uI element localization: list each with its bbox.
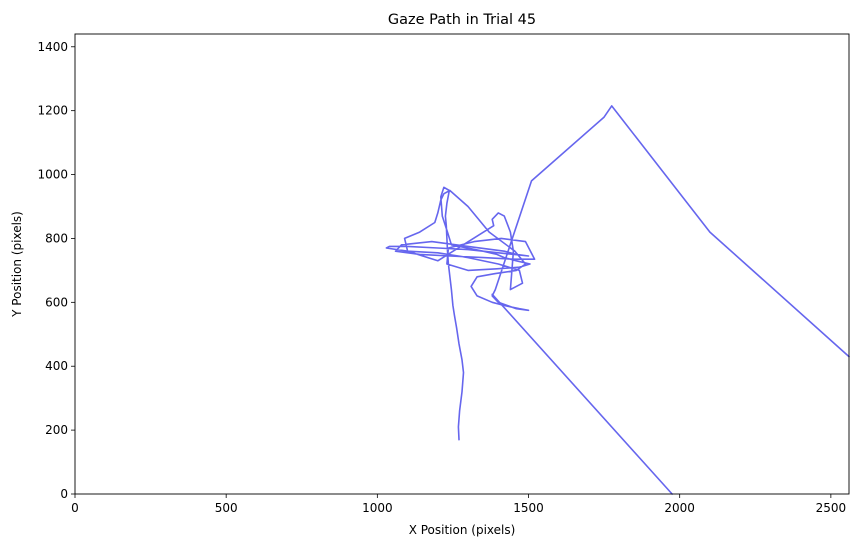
x-tick-label: 1000 xyxy=(362,501,393,515)
x-axis: 0 500 1000 1500 2000 2500 xyxy=(71,494,846,515)
y-tick-label: 600 xyxy=(45,295,68,309)
y-tick-label: 1000 xyxy=(37,168,68,182)
y-tick-label: 1400 xyxy=(37,40,68,54)
x-axis-title: X Position (pixels) xyxy=(409,523,516,537)
y-tick-label: 0 xyxy=(60,487,68,501)
chart-title: Gaze Path in Trial 45 xyxy=(388,12,536,28)
y-tick-label: 400 xyxy=(45,359,68,373)
x-tick-label: 2000 xyxy=(664,501,695,515)
series-layer xyxy=(385,105,850,495)
plot-area xyxy=(74,33,850,495)
y-tick-label: 800 xyxy=(45,231,68,245)
plot-background xyxy=(75,34,849,494)
y-tick-label: 1200 xyxy=(37,104,68,118)
x-tick-label: 1500 xyxy=(513,501,544,515)
x-tick-label: 500 xyxy=(215,501,238,515)
x-tick-label: 2500 xyxy=(816,501,847,515)
plot-frame xyxy=(74,33,850,495)
y-tick-label: 200 xyxy=(45,423,68,437)
x-tick-label: 0 xyxy=(71,501,79,515)
y-axis-title: Y Position (pixels) xyxy=(10,211,24,318)
gaze-path-line-1 xyxy=(491,293,673,495)
gaze-path-line-0 xyxy=(385,105,850,441)
y-axis: 0 200 400 600 800 1000 1200 1400 xyxy=(37,40,75,501)
